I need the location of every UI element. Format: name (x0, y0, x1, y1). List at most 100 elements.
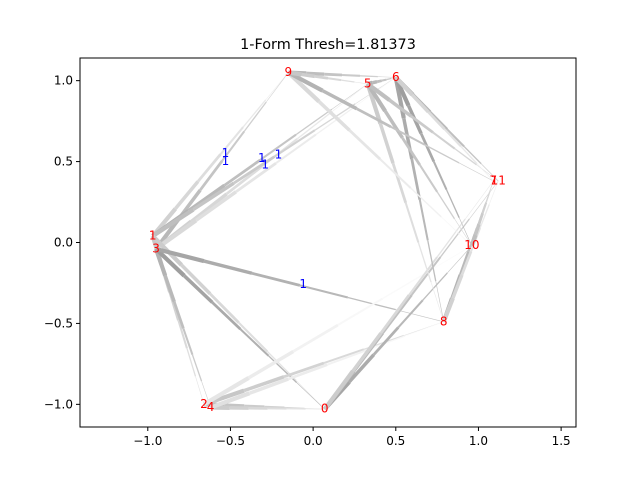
edge-8-11-seg-2 (460, 250, 473, 276)
edge-3-8-seg-4 (347, 296, 396, 311)
edge-2-10-seg-4 (382, 271, 428, 300)
edge-label: 1 (275, 148, 283, 162)
edge-6-8-seg-5 (435, 281, 445, 322)
node-label-2: 2 (200, 397, 208, 411)
edge-1-6-seg-2 (233, 155, 276, 185)
edge-3-9-seg-3 (221, 130, 246, 162)
edge-1-2-seg-4 (186, 348, 197, 377)
edge-6-10-seg-4 (445, 189, 460, 218)
edge-5-10-seg-3 (418, 164, 438, 193)
edge-1-2-seg-5 (195, 376, 205, 405)
edge-0-7-seg-4 (436, 218, 466, 258)
node-label-6: 6 (392, 70, 400, 84)
edge-1-9-seg-2 (196, 153, 222, 183)
edge-1-5-seg-1 (187, 183, 226, 213)
edge-10-7-seg-3 (481, 202, 488, 214)
node-label-10: 10 (464, 238, 479, 252)
node-label-7: 7 (490, 174, 498, 188)
edge-1-2-seg-3 (177, 319, 188, 349)
edge-0-7-seg-1 (351, 332, 383, 373)
edge-8-11-seg-0 (441, 297, 455, 323)
edge-3-9-seg-4 (243, 101, 267, 132)
edge-9-6-seg-1 (306, 71, 325, 76)
edge-2-10-seg-0 (202, 376, 250, 407)
edge-9-10-seg-4 (410, 187, 442, 218)
edge-0-11-seg-5 (469, 180, 499, 220)
edge-9-10-seg-1 (317, 100, 351, 132)
edge-1-6-seg-3 (273, 129, 316, 158)
node-label-4: 4 (207, 400, 215, 414)
edge-label: 1 (222, 146, 230, 160)
edge-6-10-seg-3 (432, 161, 448, 191)
edge-0-10-seg-4 (422, 272, 448, 301)
edge-3-8-seg-2 (251, 271, 301, 287)
edge-2-0-seg-2 (244, 404, 265, 409)
edge-5-6-seg-4 (386, 77, 392, 81)
x-tick-label: 1.5 (552, 434, 571, 448)
edge-3-4-seg-0 (154, 248, 168, 277)
axes-layer: −1.0 −0.5 0.0 0.5 1.0 1.5 −1.0 −0.5 0.0 0.5 1.0 (44, 57, 577, 448)
edge-9-5-seg-3 (327, 77, 342, 82)
edge-3-8-seg-1 (203, 259, 253, 275)
edge-5-8-seg-4 (417, 242, 432, 283)
edge-5-6-seg-3 (381, 78, 387, 82)
edge-3-8-seg-5 (395, 309, 444, 323)
edge-5-6-seg-5 (391, 77, 396, 79)
edge-0-11-seg-2 (381, 294, 413, 334)
edge-0-10-seg-5 (447, 245, 473, 274)
edge-3-6-seg-1 (194, 190, 237, 222)
edge-4-8-seg-5 (404, 321, 444, 337)
edge-5-10-seg-2 (401, 137, 421, 166)
edge-3-0-seg-5 (296, 382, 325, 410)
edge-1-0-seg-2 (209, 292, 240, 324)
edge-0-11-seg-3 (410, 256, 442, 296)
y-tick-label: −0.5 (44, 316, 73, 330)
edge-10-7-seg-2 (477, 212, 484, 225)
edge-label: 1 (222, 154, 230, 168)
edge-9-7-seg-5 (459, 162, 494, 182)
edge-1-5-seg-4 (295, 108, 333, 136)
edge-6-8-seg-2 (410, 158, 422, 200)
edge-6-7-seg-1 (410, 93, 430, 114)
edge-8-7-seg-2 (458, 250, 470, 276)
edge-9-7-seg-2 (356, 107, 392, 129)
edge-2-10-seg-2 (292, 323, 339, 353)
edge-5-6-seg-2 (376, 79, 383, 84)
node-label-0: 0 (321, 402, 329, 416)
edge-6-7-seg-4 (460, 146, 478, 165)
node-label-1: 1 (149, 229, 157, 243)
edge-8-11-seg-4 (479, 204, 490, 229)
edge-9-6-seg-2 (324, 72, 343, 77)
edge-9-6-seg-5 (377, 76, 396, 78)
edge-label: 1 (299, 277, 307, 291)
edge-9-7-seg-4 (424, 144, 460, 164)
edge-6-10-seg-2 (419, 132, 436, 163)
edge-9-10-seg-2 (348, 129, 382, 161)
edge-label: 1 (261, 157, 269, 171)
edge-2-10-seg-1 (247, 349, 295, 380)
edge-5-8-seg-5 (430, 282, 445, 322)
edge-9-7-seg-3 (390, 125, 426, 146)
edge-3-5-seg-1 (190, 192, 228, 223)
edge-label: 1 (258, 151, 266, 165)
edge-0-10-seg-2 (372, 326, 400, 356)
edge-0-7-seg-0 (323, 369, 355, 411)
edges-layer (150, 70, 499, 411)
edge-5-11-seg-5 (476, 164, 499, 182)
edge-9-5-seg-1 (301, 72, 316, 79)
edge-4-8-seg-2 (287, 363, 328, 381)
edge-2-10-seg-5 (427, 245, 472, 273)
edge-3-8-seg-0 (155, 246, 205, 264)
edge-1-5-seg-5 (331, 83, 368, 110)
edge-2-10-seg-3 (337, 297, 384, 326)
edge-6-8-seg-3 (418, 199, 429, 241)
edge-10-7-seg-5 (489, 180, 494, 192)
edge-5-11-seg-2 (410, 115, 434, 134)
edge-9-5-seg-5 (354, 81, 368, 85)
edge-3-6-seg-4 (315, 105, 357, 136)
x-tick-label: 0.5 (386, 434, 405, 448)
edge-5-10-seg-1 (383, 109, 404, 139)
edge-5-8-seg-1 (378, 123, 395, 164)
